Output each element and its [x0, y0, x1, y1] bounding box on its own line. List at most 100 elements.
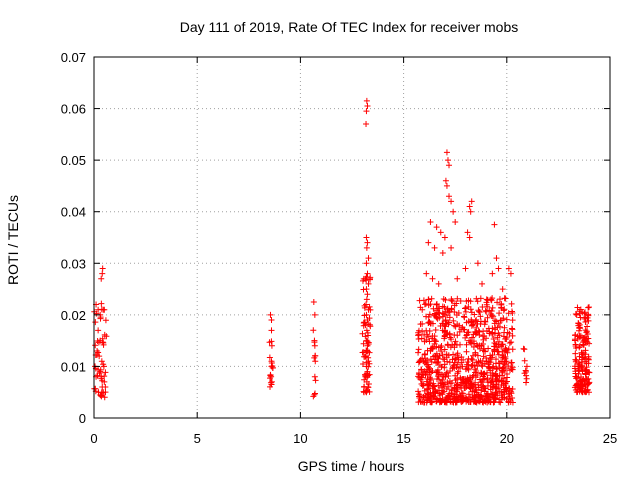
data-point	[461, 326, 468, 333]
data-point	[473, 316, 480, 323]
data-point	[506, 339, 513, 346]
data-point	[99, 270, 106, 277]
data-point	[481, 388, 488, 395]
data-point	[464, 358, 471, 365]
data-point	[428, 393, 435, 400]
data-point	[463, 348, 470, 355]
data-point	[496, 296, 503, 303]
data-point	[363, 370, 370, 377]
data-point	[432, 326, 439, 333]
data-point	[361, 353, 368, 360]
data-point	[578, 349, 585, 356]
data-point	[433, 359, 440, 366]
data-point	[523, 379, 530, 386]
data-point	[493, 381, 500, 388]
data-point	[474, 320, 481, 327]
axis-ticks: 0 5 10 15 20 25 0 0.01 0.02 0.03 0.04 0.05 0.06 0.07	[61, 50, 618, 446]
data-point	[99, 390, 106, 397]
data-point	[582, 358, 589, 365]
data-point	[487, 296, 494, 303]
data-point	[499, 365, 506, 372]
y-tick-label: 0.02	[61, 308, 86, 323]
data-point	[439, 352, 446, 359]
data-point	[582, 327, 589, 334]
data-point	[366, 303, 373, 310]
data-point	[498, 343, 505, 350]
data-point	[442, 381, 449, 388]
data-point	[453, 341, 460, 348]
data-point	[363, 359, 370, 366]
data-point	[364, 270, 371, 277]
data-point	[465, 355, 472, 362]
data-point	[497, 323, 504, 330]
data-point	[476, 332, 483, 339]
data-point	[92, 342, 99, 349]
data-point	[491, 317, 498, 324]
data-point	[495, 265, 502, 272]
data-point	[581, 315, 588, 322]
data-point	[582, 389, 589, 396]
data-point	[462, 308, 469, 315]
data-point	[502, 353, 509, 360]
data-point	[449, 399, 456, 406]
data-point	[443, 399, 450, 406]
plot-frame	[93, 56, 611, 419]
data-point	[267, 383, 274, 390]
data-point	[416, 358, 423, 365]
data-point	[438, 342, 445, 349]
data-point	[452, 323, 459, 330]
data-point	[479, 333, 486, 340]
data-point	[437, 229, 444, 236]
data-point	[100, 361, 107, 368]
data-point	[363, 301, 370, 308]
data-point	[482, 318, 489, 325]
data-points	[91, 97, 593, 406]
data-point	[437, 344, 444, 351]
data-point	[429, 332, 436, 339]
data-point	[423, 361, 430, 368]
data-point	[457, 376, 464, 383]
data-point	[449, 356, 456, 363]
data-point	[425, 385, 432, 392]
data-point	[464, 375, 471, 382]
data-point	[503, 358, 510, 365]
data-point	[367, 306, 374, 313]
data-point	[415, 349, 422, 356]
data-point	[576, 344, 583, 351]
data-point	[417, 321, 424, 328]
x-axis-title: GPS time / hours	[298, 458, 405, 474]
data-point	[102, 389, 109, 396]
data-point	[421, 301, 428, 308]
data-point	[476, 342, 483, 349]
data-point	[367, 274, 374, 281]
data-point	[363, 277, 370, 284]
data-point	[453, 384, 460, 391]
data-point	[465, 318, 472, 325]
data-point	[505, 346, 512, 353]
data-point	[459, 363, 466, 370]
data-point	[268, 327, 275, 334]
data-point	[430, 344, 437, 351]
data-point	[99, 377, 106, 384]
data-point	[419, 306, 426, 313]
data-point	[581, 309, 588, 316]
data-point	[492, 356, 499, 363]
data-point	[447, 368, 454, 375]
data-point	[97, 315, 104, 322]
data-point	[456, 322, 463, 329]
data-point	[428, 359, 435, 366]
data-point	[439, 249, 446, 256]
data-point	[501, 306, 508, 313]
x-tick-label: 25	[603, 431, 617, 446]
data-point	[425, 320, 432, 327]
data-point	[365, 381, 372, 388]
data-point	[471, 388, 478, 395]
data-point	[444, 157, 451, 164]
data-point	[365, 354, 372, 361]
data-point	[364, 239, 371, 246]
data-point	[102, 317, 109, 324]
data-point	[470, 338, 477, 345]
data-point	[489, 352, 496, 359]
data-point	[439, 371, 446, 378]
data-point	[460, 313, 467, 320]
